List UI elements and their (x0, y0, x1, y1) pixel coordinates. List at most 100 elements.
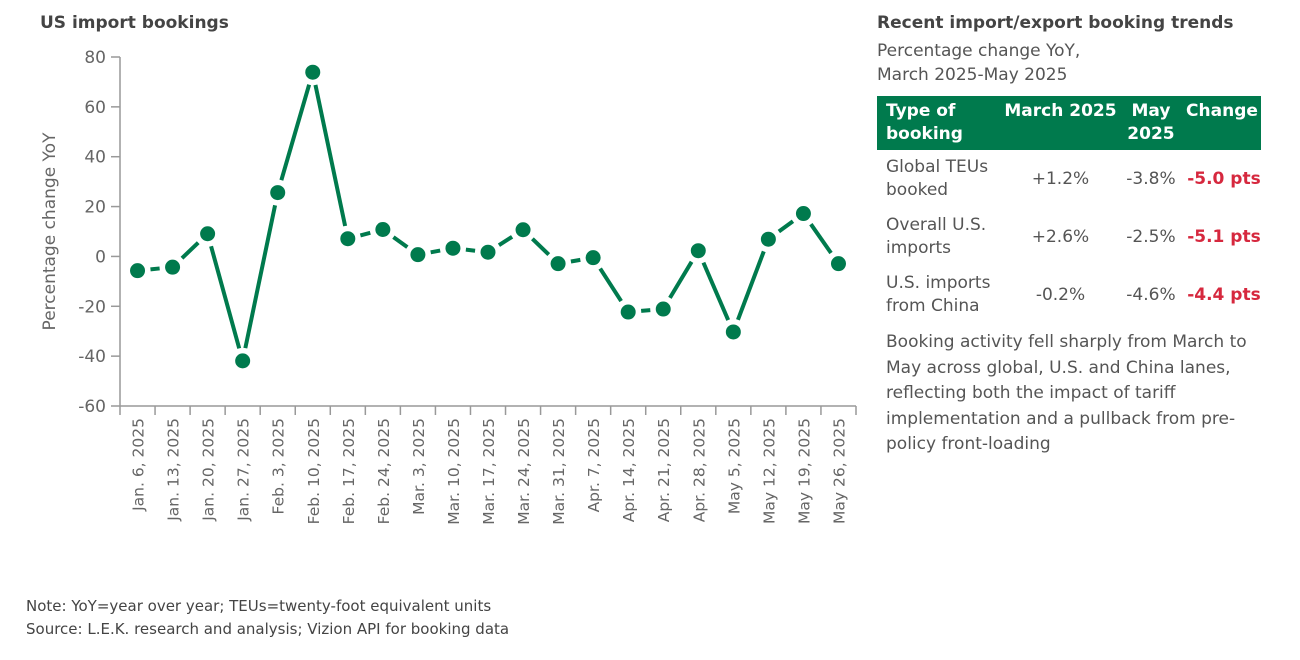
series-segment (465, 247, 476, 253)
y-tick-label: 40 (84, 148, 106, 168)
series-segment (430, 248, 441, 255)
x-tick-label: Jan. 27, 2025 (235, 418, 253, 522)
x-tick-label: Apr. 14, 2025 (620, 418, 638, 522)
data-point (200, 226, 216, 242)
series-segment (701, 261, 731, 321)
data-point (305, 64, 321, 80)
x-tick-label: Mar. 17, 2025 (480, 418, 498, 525)
data-point (725, 324, 741, 340)
col-header-change: Change (1186, 101, 1258, 121)
series-segment (279, 84, 312, 181)
col-header-type: Type of booking (886, 101, 963, 144)
y-tick-label: -20 (78, 297, 106, 317)
series-segment (150, 266, 160, 272)
y-tick-label: 80 (84, 48, 106, 68)
x-tick-label: Jan. 13, 2025 (165, 418, 183, 522)
table-row: Global TEUs booked +1.2% -3.8% -5.0 pts (877, 150, 1261, 208)
x-tick-label: Mar. 3, 2025 (410, 418, 428, 515)
data-point (515, 222, 531, 238)
y-tick-label: -40 (78, 347, 106, 367)
x-tick-label: Mar. 24, 2025 (515, 418, 533, 525)
line-chart: 80 60 40 20 0 -20 -40 -60 Percentage change YoY J… (40, 48, 857, 525)
row-change: -5.1 pts (1187, 226, 1261, 247)
x-tick-label: Apr. 21, 2025 (655, 418, 673, 522)
data-point (550, 256, 566, 272)
col-header-march: March 2025 (1004, 101, 1117, 121)
data-point (585, 250, 601, 266)
row-may: -3.8% (1126, 168, 1176, 189)
row-type: U.S. imports from China (886, 273, 991, 316)
subtitle-line: Percentage change YoY, (877, 41, 1081, 61)
x-tick-label: Apr. 7, 2025 (585, 418, 603, 512)
row-type: Overall U.S. imports (886, 215, 987, 258)
row-change: -4.4 pts (1187, 284, 1261, 305)
x-tick-label: Mar. 10, 2025 (445, 418, 463, 525)
x-tick-label: Feb. 10, 2025 (305, 418, 323, 524)
series-segment (809, 223, 833, 255)
x-tick-label: Jan. 20, 2025 (200, 418, 218, 522)
data-point (690, 243, 706, 259)
series-segment (640, 308, 651, 313)
x-tick-label: Feb. 3, 2025 (270, 418, 288, 514)
data-point (130, 263, 146, 279)
series-segment (598, 267, 623, 303)
x-tick-label: May 19, 2025 (795, 418, 813, 524)
y-tick-label: 0 (95, 247, 106, 267)
row-march: +2.6% (1031, 226, 1090, 247)
data-point (480, 244, 496, 260)
table-header-row: Type of booking March 2025 May 2025 Chan… (877, 96, 1261, 150)
data-point (270, 185, 286, 201)
chart-title: US import bookings (40, 13, 229, 33)
y-tick-label: 20 (84, 198, 106, 218)
row-may: -2.5% (1126, 226, 1176, 247)
booking-trends-table: Type of booking March 2025 May 2025 Chan… (877, 96, 1261, 324)
series-segment (736, 250, 766, 321)
series-segment (243, 204, 278, 349)
x-tick-label: May 5, 2025 (725, 418, 743, 514)
source-text: Source: L.E.K. research and analysis; Vi… (26, 620, 510, 638)
series-segment (209, 245, 242, 349)
table-row: U.S. imports from China -0.2% -4.6% -4.4 pt… (877, 266, 1261, 324)
data-point (760, 231, 776, 247)
x-tick-label: Mar. 31, 2025 (550, 418, 568, 525)
row-march: +1.2% (1031, 168, 1090, 189)
series-segment (777, 219, 795, 234)
table-row: Overall U.S. imports +2.6% -2.5% -5.1 pts (877, 208, 1261, 266)
data-point (620, 304, 636, 320)
panel-title: Recent import/export booking trends (877, 13, 1234, 33)
panel-description: Booking activity fell sharply from March… (886, 332, 1247, 454)
series-segment (392, 235, 409, 249)
subtitle-line: March 2025-May 2025 (877, 65, 1068, 85)
series-segment (570, 257, 581, 264)
x-tick-label: May 12, 2025 (760, 418, 778, 524)
data-point (830, 256, 846, 272)
data-point (375, 222, 391, 238)
row-type: Global TEUs booked (886, 157, 989, 200)
x-tick-label: May 26, 2025 (830, 418, 848, 524)
series-segment (531, 237, 551, 257)
row-change: -5.0 pts (1187, 168, 1261, 189)
data-point (445, 240, 461, 256)
col-header-may: May 2025 (1127, 101, 1175, 144)
data-point (235, 353, 251, 369)
row-march: -0.2% (1035, 284, 1086, 305)
series-segment (313, 84, 348, 227)
y-tick-label: 60 (84, 98, 106, 118)
data-point (655, 301, 671, 317)
x-tick-label: Feb. 24, 2025 (375, 418, 393, 524)
series-segment (497, 235, 514, 247)
series-segment (359, 230, 371, 238)
panel-subtitle: Percentage change YoY, March 2025-May 20… (877, 39, 1267, 87)
data-point (340, 231, 356, 247)
note-text: Note: YoY=year over year; TEUs=twenty-fo… (26, 597, 492, 615)
data-point (410, 247, 426, 263)
x-tick-label: Feb. 17, 2025 (340, 418, 358, 524)
data-point (795, 206, 811, 222)
row-may: -4.6% (1126, 284, 1176, 305)
booking-trends-panel: Recent import/export booking trends Perc… (877, 13, 1267, 458)
data-point (165, 259, 181, 275)
y-tick-label: -60 (78, 397, 106, 417)
x-tick-label: Jan. 6, 2025 (130, 418, 148, 512)
y-axis-label: Percentage change YoY (40, 132, 60, 331)
x-tick-label: Apr. 28, 2025 (690, 418, 708, 522)
